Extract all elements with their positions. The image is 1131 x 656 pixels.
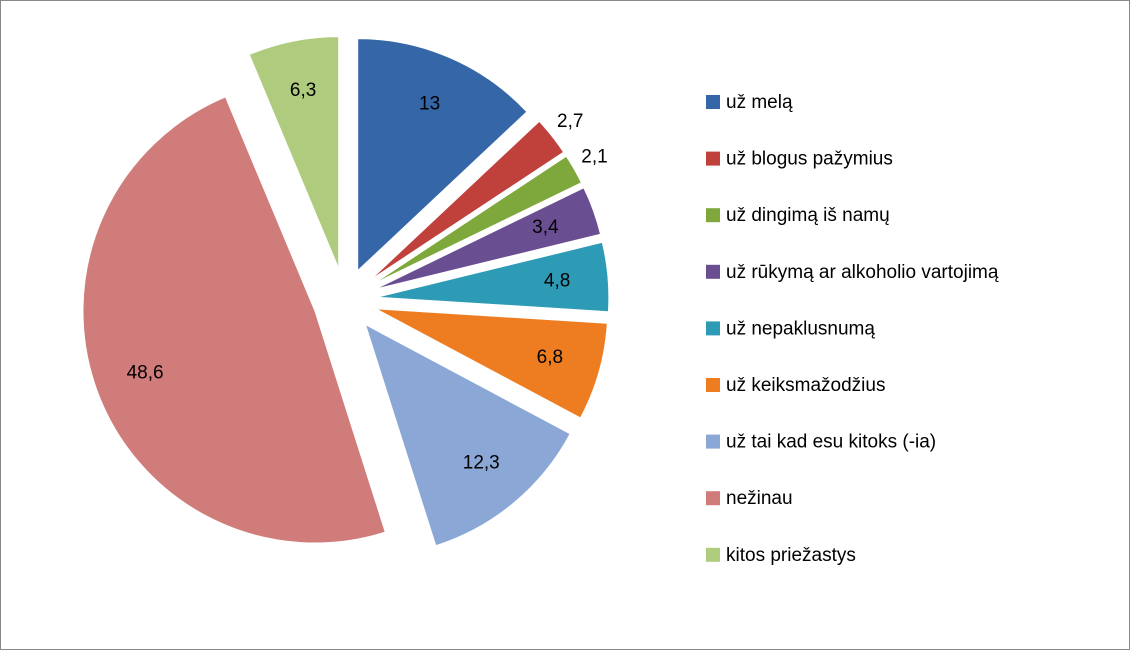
legend-label: už dingimą iš namų	[726, 205, 890, 226]
pie-slice	[369, 120, 565, 281]
pie-slice	[248, 36, 340, 269]
data-label: 13	[419, 94, 440, 115]
pie-slice	[372, 155, 583, 285]
pie-slice	[364, 323, 571, 547]
data-label: 12,3	[463, 453, 500, 474]
data-label: 48,6	[127, 362, 164, 383]
data-label: 4,8	[544, 270, 570, 291]
legend-swatch	[706, 378, 720, 392]
data-label: 6,3	[290, 80, 316, 101]
pie-slice	[375, 308, 608, 419]
legend-swatch	[706, 151, 720, 166]
data-label: 2,1	[581, 147, 607, 168]
legend-label: už blogus pažymius	[726, 149, 893, 170]
data-label: 6,8	[537, 347, 563, 368]
legend-swatch	[706, 264, 720, 279]
legend-swatch	[706, 208, 720, 223]
legend-swatch	[706, 95, 720, 109]
legend-label: nežinau	[726, 488, 793, 509]
pie-slice	[82, 96, 386, 544]
legend-label: už rūkymą ar alkoholio vartojimą	[726, 262, 999, 283]
legend-swatch	[706, 491, 720, 506]
legend-label: kitos priežastys	[726, 545, 856, 566]
pie-slice	[374, 187, 602, 290]
legend-swatch	[706, 547, 720, 562]
legend-swatch	[706, 434, 720, 449]
data-label: 2,7	[557, 111, 583, 132]
legend-swatch	[706, 321, 720, 336]
legend-label: už nepaklusnumą	[726, 318, 875, 339]
data-label: 3,4	[532, 217, 559, 238]
pie-slice	[357, 38, 528, 272]
legend-label: už keiksmažodžius	[726, 375, 885, 396]
legend-label: už melą	[726, 92, 793, 113]
pie-slice	[376, 241, 610, 313]
legend-label: už tai kad esu kitoks (-ia)	[726, 432, 936, 453]
